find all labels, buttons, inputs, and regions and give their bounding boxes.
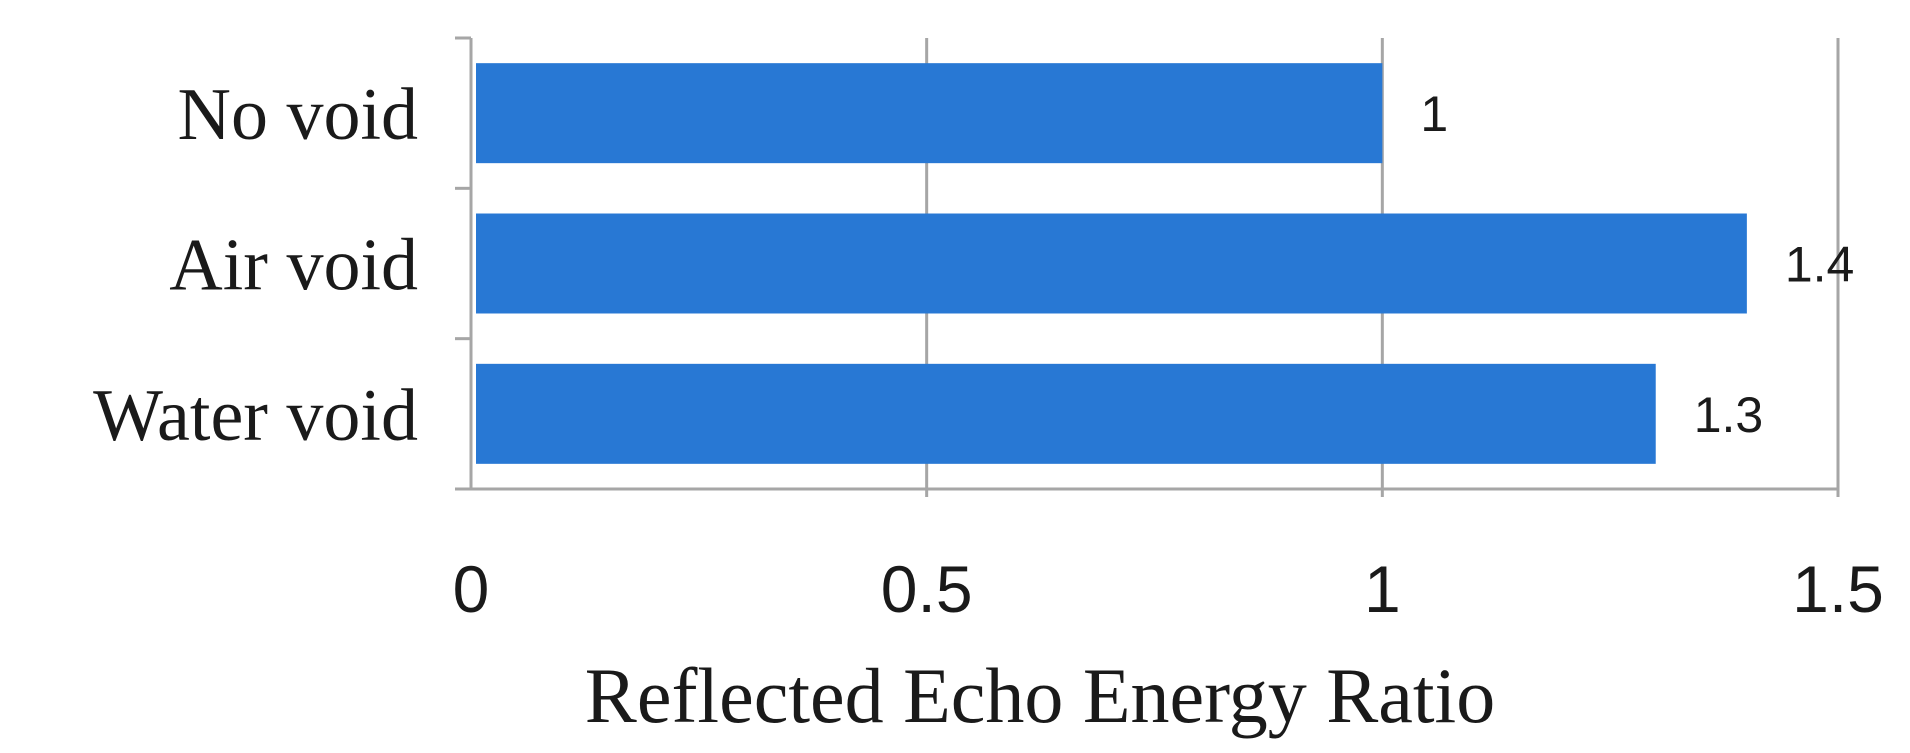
data-label: 1.3: [1694, 387, 1764, 443]
category-label: Air void: [169, 225, 418, 307]
x-tick-label: 0: [453, 552, 490, 626]
data-labels: 1 1.4 1.3: [1420, 86, 1854, 443]
bars: [476, 63, 1747, 464]
data-label: 1: [1420, 86, 1448, 142]
bar: [476, 363, 1656, 464]
bar: [476, 213, 1747, 314]
x-tick-label: 1.5: [1792, 552, 1884, 626]
x-tick-labels: 0 0.5 1 1.5: [453, 552, 1884, 626]
category-label: Water void: [93, 375, 418, 457]
category-label: No void: [178, 74, 419, 156]
x-tick-label: 1: [1364, 552, 1401, 626]
x-axis-title: Reflected Echo Energy Ratio: [585, 652, 1495, 739]
bar: [476, 63, 1383, 164]
axes: [455, 36, 1838, 491]
data-label: 1.4: [1785, 237, 1855, 293]
category-labels: No void Air void Water void: [93, 74, 418, 457]
x-tick-label: 0.5: [881, 552, 973, 626]
